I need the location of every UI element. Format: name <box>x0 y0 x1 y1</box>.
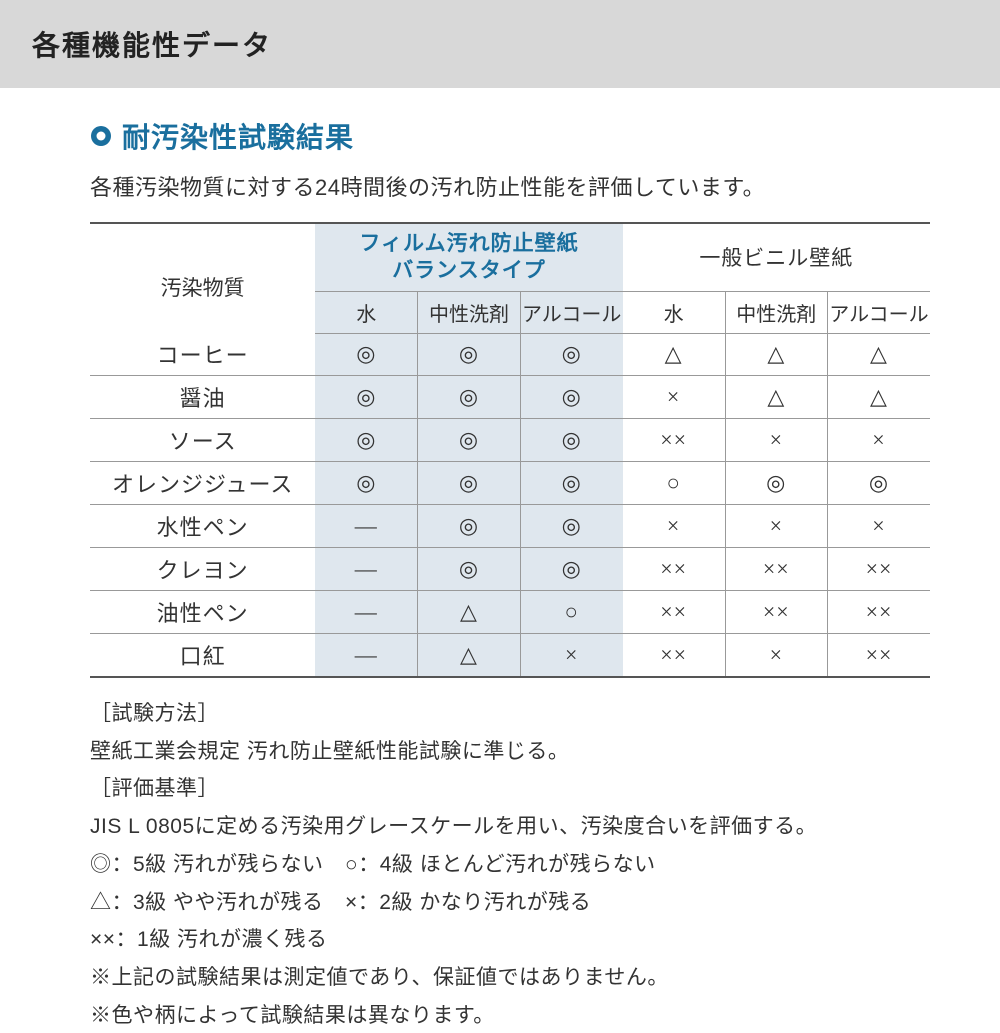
note-line: ［評価基準］ <box>90 771 930 807</box>
table-row: 水性ペン―◎◎××× <box>90 505 930 548</box>
row-label: 油性ペン <box>90 591 315 634</box>
cell: × <box>623 376 725 419</box>
note-line: 壁紙工業会規定 汚れ防止壁紙性能試験に準じる。 <box>90 734 930 770</box>
table-row: クレヨン―◎◎×××××× <box>90 548 930 591</box>
cell: ×× <box>725 548 827 591</box>
table-row: オレンジジュース◎◎◎○◎◎ <box>90 462 930 505</box>
row-label: ソース <box>90 419 315 462</box>
cell: ×× <box>623 591 725 634</box>
note-line: ※上記の試験結果は測定値であり、保証値ではありません。 <box>90 960 930 996</box>
cell: ◎ <box>418 462 520 505</box>
cell: ◎ <box>520 419 622 462</box>
group2-header: 一般ビニル壁紙 <box>623 223 930 291</box>
cell: ×× <box>827 591 930 634</box>
cell: × <box>725 419 827 462</box>
cell: ◎ <box>315 419 417 462</box>
cell: × <box>725 505 827 548</box>
table-header-row-1: 汚染物質 フィルム汚れ防止壁紙 バランスタイプ 一般ビニル壁紙 <box>90 223 930 291</box>
row-label: オレンジジュース <box>90 462 315 505</box>
cell: ― <box>315 634 417 678</box>
subcol-3: 水 <box>623 291 725 333</box>
cell: ◎ <box>520 462 622 505</box>
cell: △ <box>827 333 930 376</box>
cell: △ <box>418 591 520 634</box>
note-line: ［試験方法］ <box>90 696 930 732</box>
cell: ○ <box>623 462 725 505</box>
cell: ◎ <box>725 462 827 505</box>
cell: ◎ <box>315 376 417 419</box>
subtitle-row: 耐汚染性試験結果 <box>90 116 930 156</box>
row-label: 水性ペン <box>90 505 315 548</box>
section-subtitle: 耐汚染性試験結果 <box>122 116 354 156</box>
cell: ◎ <box>520 333 622 376</box>
cell: ◎ <box>520 376 622 419</box>
cell: × <box>725 634 827 678</box>
cell: ― <box>315 548 417 591</box>
group1-line1: フィルム汚れ防止壁紙 <box>359 232 578 255</box>
note-line: ※色や柄によって試験結果は異なります。 <box>90 998 930 1033</box>
table-row: 油性ペン―△○×××××× <box>90 591 930 634</box>
stain-test-table: 汚染物質 フィルム汚れ防止壁紙 バランスタイプ 一般ビニル壁紙 水 中性洗剤 ア… <box>90 222 930 678</box>
row-label: クレヨン <box>90 548 315 591</box>
cell: ○ <box>520 591 622 634</box>
note-line: △：3級 やや汚れが残る ×：2級 かなり汚れが残る <box>90 885 930 921</box>
subcol-1: 中性洗剤 <box>418 291 520 333</box>
cell: ×× <box>827 548 930 591</box>
cell: ◎ <box>520 548 622 591</box>
row-label: コーヒー <box>90 333 315 376</box>
cell: ◎ <box>418 333 520 376</box>
subcol-4: 中性洗剤 <box>725 291 827 333</box>
section-lead: 各種汚染物質に対する24時間後の汚れ防止性能を評価しています。 <box>90 170 930 202</box>
cell: ×× <box>623 548 725 591</box>
cell: ×× <box>623 419 725 462</box>
cell: ◎ <box>827 462 930 505</box>
cell: △ <box>418 634 520 678</box>
cell: × <box>520 634 622 678</box>
row-header-label: 汚染物質 <box>90 223 315 333</box>
cell: ×× <box>725 591 827 634</box>
cell: ― <box>315 505 417 548</box>
subcol-5: アルコール <box>827 291 930 333</box>
cell: △ <box>623 333 725 376</box>
page-title: 各種機能性データ <box>32 24 272 64</box>
cell: × <box>827 419 930 462</box>
notes-block: ［試験方法］ 壁紙工業会規定 汚れ防止壁紙性能試験に準じる。 ［評価基準］ JI… <box>90 696 930 1033</box>
table-body: コーヒー◎◎◎△△△醤油◎◎◎×△△ソース◎◎◎××××オレンジジュース◎◎◎○… <box>90 333 930 677</box>
cell: ◎ <box>520 505 622 548</box>
cell: ― <box>315 591 417 634</box>
cell: ◎ <box>418 548 520 591</box>
table-row: 口紅―△×××××× <box>90 634 930 678</box>
header-bar: 各種機能性データ <box>0 0 1000 88</box>
group1-header: フィルム汚れ防止壁紙 バランスタイプ <box>315 223 622 291</box>
cell: ◎ <box>315 462 417 505</box>
row-label: 口紅 <box>90 634 315 678</box>
content: 耐汚染性試験結果 各種汚染物質に対する24時間後の汚れ防止性能を評価しています。… <box>0 88 1000 1033</box>
table-row: 醤油◎◎◎×△△ <box>90 376 930 419</box>
subcol-0: 水 <box>315 291 417 333</box>
cell: △ <box>827 376 930 419</box>
table-row: ソース◎◎◎×××× <box>90 419 930 462</box>
cell: ×× <box>623 634 725 678</box>
note-line: ◎：5級 汚れが残らない ○：4級 ほとんど汚れが残らない <box>90 847 930 883</box>
cell: △ <box>725 376 827 419</box>
row-label: 醤油 <box>90 376 315 419</box>
cell: △ <box>725 333 827 376</box>
group1-line2: バランスタイプ <box>392 259 546 282</box>
cell: ◎ <box>418 376 520 419</box>
bullet-icon <box>90 125 112 147</box>
note-line: JIS L 0805に定める汚染用グレースケールを用い、汚染度合いを評価する。 <box>90 809 930 845</box>
cell: ◎ <box>418 505 520 548</box>
cell: × <box>623 505 725 548</box>
note-line: ××：1級 汚れが濃く残る <box>90 922 930 958</box>
cell: ◎ <box>315 333 417 376</box>
table-row: コーヒー◎◎◎△△△ <box>90 333 930 376</box>
cell: ×× <box>827 634 930 678</box>
cell: × <box>827 505 930 548</box>
cell: ◎ <box>418 419 520 462</box>
subcol-2: アルコール <box>520 291 622 333</box>
